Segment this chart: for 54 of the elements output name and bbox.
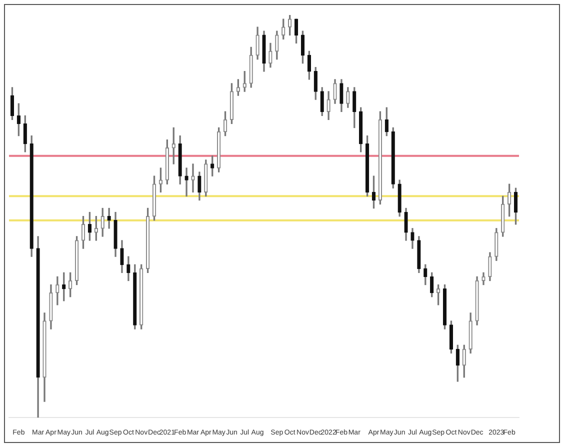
candlestick bbox=[42, 312, 46, 402]
candlestick bbox=[10, 87, 14, 120]
candlestick bbox=[81, 216, 86, 249]
candlestick bbox=[126, 256, 130, 282]
candlestick bbox=[442, 284, 447, 330]
candlestick bbox=[249, 46, 253, 88]
candlestick bbox=[158, 168, 163, 192]
candlestick bbox=[268, 42, 272, 68]
candlestick bbox=[352, 87, 356, 128]
candlestick bbox=[449, 320, 454, 354]
candlestick bbox=[468, 312, 472, 354]
candlestick bbox=[184, 168, 188, 196]
candlestick bbox=[165, 139, 169, 184]
candlestick bbox=[365, 135, 370, 196]
candlestick bbox=[333, 79, 337, 104]
candlestick bbox=[398, 180, 402, 217]
candlestick bbox=[488, 252, 492, 282]
candlestick bbox=[346, 87, 350, 108]
candlestick bbox=[210, 156, 214, 176]
candlestick bbox=[107, 208, 111, 229]
candlestick bbox=[74, 236, 79, 286]
candlestick bbox=[326, 91, 330, 120]
candlestick bbox=[320, 87, 324, 116]
candlestick bbox=[288, 15, 292, 36]
candlestick bbox=[120, 240, 124, 273]
candlestick bbox=[146, 208, 150, 273]
candlestick bbox=[216, 127, 221, 172]
candlestick bbox=[36, 236, 40, 418]
candlestick bbox=[404, 208, 408, 241]
candlestick bbox=[133, 264, 137, 330]
candlestick bbox=[482, 272, 486, 286]
candlestick bbox=[475, 276, 479, 326]
candlestick bbox=[417, 236, 421, 273]
candlestick bbox=[340, 79, 344, 112]
candlestick bbox=[198, 172, 202, 201]
candlestick bbox=[30, 135, 34, 257]
candlestick bbox=[391, 127, 395, 188]
candlestick bbox=[230, 83, 234, 124]
candlestick bbox=[242, 71, 246, 92]
candlestick bbox=[204, 160, 208, 196]
candlestick bbox=[494, 228, 498, 261]
candlestick bbox=[49, 284, 53, 330]
candlestick bbox=[314, 67, 318, 100]
candlestick bbox=[262, 30, 266, 72]
candlestick bbox=[191, 164, 195, 192]
candlestick bbox=[114, 212, 118, 257]
candlestick bbox=[282, 18, 286, 40]
candlestick bbox=[256, 26, 260, 60]
candlestick bbox=[236, 79, 240, 96]
candlestick bbox=[410, 228, 414, 249]
candlestick bbox=[178, 135, 182, 184]
candlestick bbox=[140, 264, 144, 330]
candlestick bbox=[378, 111, 382, 205]
candlestick bbox=[294, 18, 298, 44]
